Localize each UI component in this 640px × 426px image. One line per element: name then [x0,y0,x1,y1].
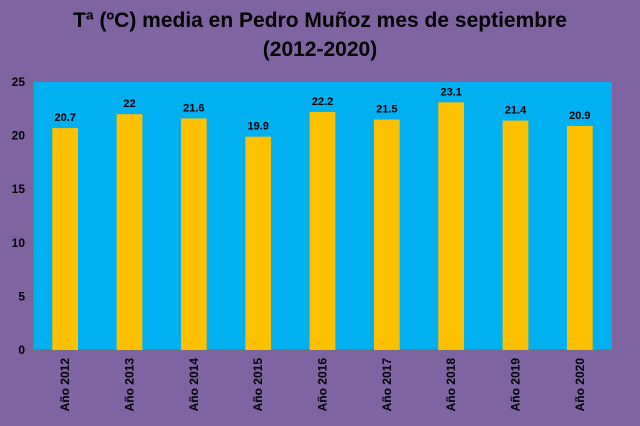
x-tick-label: Año 2019 [509,358,523,412]
data-label: 21.6 [183,102,204,114]
bar [245,136,272,350]
data-label: 20.9 [569,110,590,122]
data-label: 19.9 [247,121,268,133]
bars [52,102,593,351]
bar [309,112,336,351]
x-tick-label: Año 2020 [573,358,587,412]
y-tick-label: 15 [12,182,26,196]
data-label: 23.1 [440,86,461,98]
x-tick-label: Año 2016 [316,358,330,412]
data-label: 21.4 [505,105,527,117]
x-tick-label: Año 2013 [123,358,137,412]
x-tick-label: Año 2018 [444,358,458,412]
y-tick-label: 5 [18,289,25,303]
y-tick-label: 10 [12,236,26,250]
data-label: 22 [123,98,135,110]
x-tick-label: Año 2017 [380,358,394,412]
x-tick-label: Año 2012 [58,358,72,412]
chart-title-line1: Tª (ºC) media en Pedro Muñoz mes de sept… [73,9,567,32]
data-label: 20.7 [54,112,75,124]
bar [116,114,143,350]
data-labels: 20.7 22 21.6 19.9 22.2 21.5 23.1 21.4 20.9 [54,86,590,132]
bar [438,102,465,350]
y-axis: 0 5 10 15 20 25 [12,75,34,357]
y-tick-label: 25 [12,75,26,89]
chart-title: Tª (ºC) media en Pedro Muñoz mes de sept… [0,6,640,64]
data-label: 22.2 [312,96,333,108]
bar [373,119,400,351]
y-tick-label: 0 [18,343,25,357]
bar [52,128,79,350]
y-tick-label: 20 [12,129,26,143]
bar [180,118,207,350]
chart-title-line2: (2012-2020) [262,38,378,61]
bar [502,120,529,350]
x-axis: Año 2012 Año 2013 Año 2014 Año 2015 Año 2016… [32,349,613,412]
bar [566,125,593,351]
data-label: 21.5 [376,104,397,116]
x-tick-label: Año 2014 [187,358,201,412]
x-tick-label: Año 2015 [251,358,265,412]
